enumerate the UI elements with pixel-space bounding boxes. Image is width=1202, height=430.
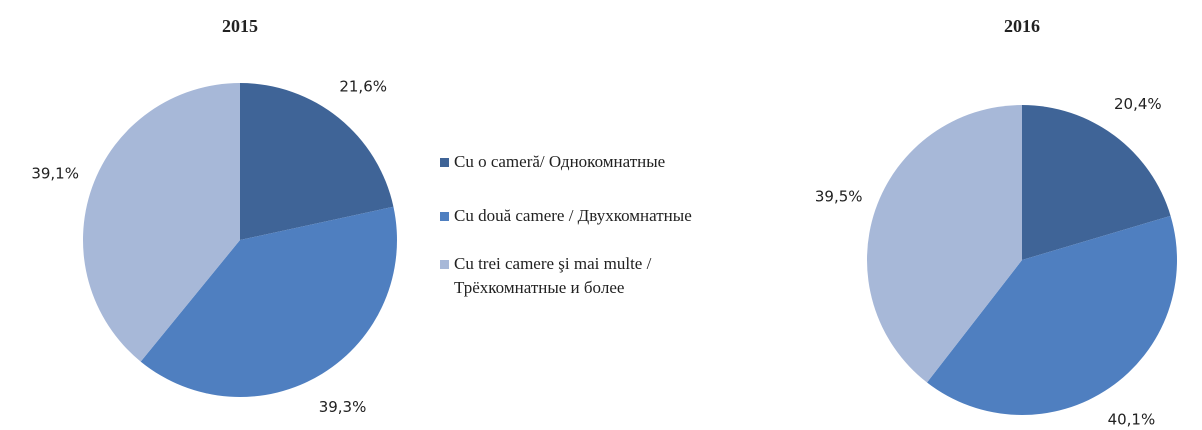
legend-item: Cu trei camere şi mai multe / Трёхкомнат… bbox=[440, 252, 754, 300]
pie-slice bbox=[926, 215, 1178, 415]
legend-item: Cu o cameră/ Однокомнатные bbox=[440, 150, 814, 174]
pie-slice bbox=[867, 105, 1022, 383]
data-label: 39,3% bbox=[319, 398, 367, 416]
legend-swatch bbox=[440, 158, 449, 167]
data-label: 40,1% bbox=[1108, 410, 1156, 428]
data-label: 39,5% bbox=[815, 188, 863, 206]
data-label: 20,4% bbox=[1114, 95, 1162, 113]
chart-title: 2016 bbox=[1004, 16, 1040, 36]
chart-title: 2015 bbox=[222, 16, 258, 36]
legend-label: Cu o cameră/ Однокомнатные bbox=[454, 152, 666, 171]
pie-slice bbox=[83, 83, 240, 362]
pie-slice bbox=[140, 206, 398, 397]
legend-label: Cu trei camere şi mai multe / Трёхкомнат… bbox=[454, 254, 652, 297]
pie-slice bbox=[1022, 105, 1171, 260]
legend-label: Cu două camere / Двухкомнатные bbox=[454, 206, 692, 225]
legend-item: Cu două camere / Двухкомнатные bbox=[440, 204, 754, 228]
legend-swatch bbox=[440, 212, 449, 221]
data-label: 21,6% bbox=[339, 78, 387, 96]
pie-slice bbox=[240, 83, 394, 240]
legend-swatch bbox=[440, 260, 449, 269]
legend: Cu o cameră/ Однокомнатные Cu două camere… bbox=[440, 150, 800, 324]
data-label: 39,1% bbox=[31, 165, 79, 183]
